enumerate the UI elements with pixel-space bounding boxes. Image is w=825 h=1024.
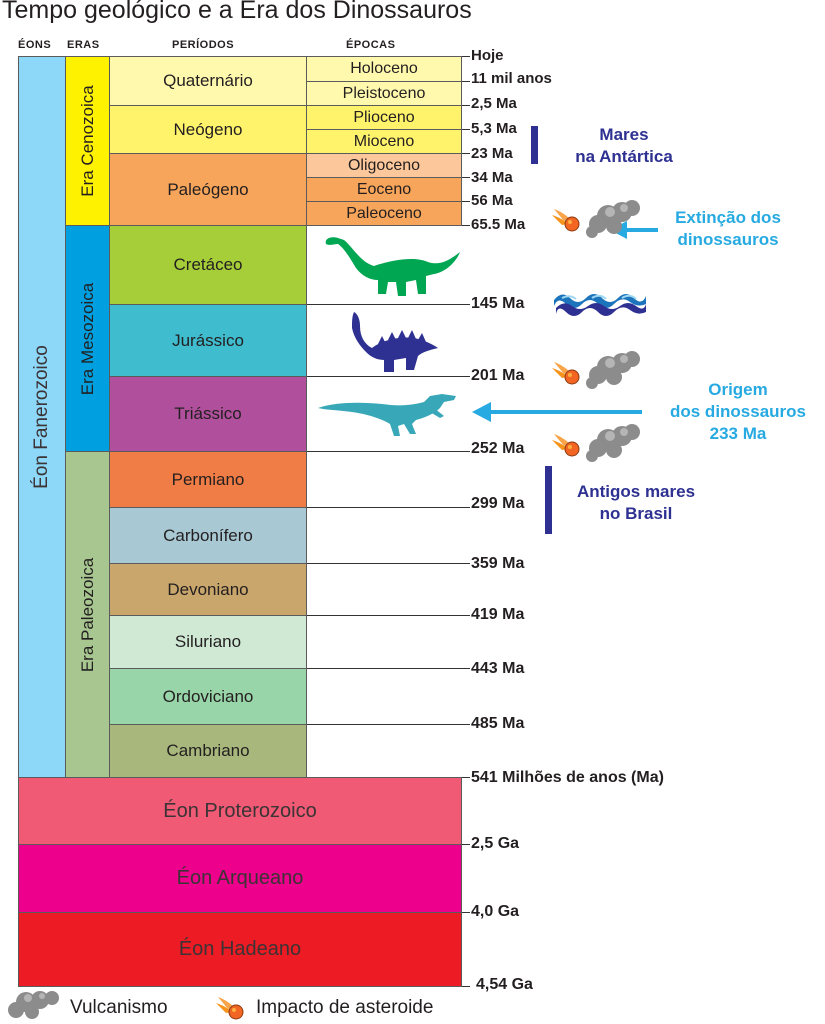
eon-phanerozoic: Éon Fanerozoico (18, 56, 66, 778)
era-paleozoic-label: Era Paleozoica (77, 557, 97, 672)
period-jurassic: Jurássico (109, 304, 307, 377)
time-4-54ga: 4,54 Ga (476, 976, 533, 993)
time-252: 252 Ma (471, 440, 525, 457)
eon-archean: Éon Arqueano (18, 844, 462, 913)
era-cenozoic-label: Era Cenozoica (77, 85, 97, 197)
legend-impact: Impacto de asteroide (256, 997, 434, 1018)
period-ordovician: Ordoviciano (109, 668, 307, 725)
time-443: 443 Ma (471, 660, 525, 677)
time-23: 23 Ma (471, 145, 513, 162)
time-today: Hoje (471, 47, 504, 64)
theropod-dinosaur (318, 394, 456, 436)
time-541: 541 Milhões de anos (Ma) (471, 769, 664, 786)
tick-4-54ga (462, 986, 470, 987)
era-cenozoic: Era Cenozoica (65, 56, 110, 226)
era-mesozoic: Era Mesozoica (65, 225, 110, 452)
period-devonian: Devoniano (109, 563, 307, 616)
origin-label: Origem dos dinossauros 233 Ma (669, 380, 807, 443)
origin-arrow-icon (472, 402, 642, 422)
time-145: 145 Ma (471, 295, 525, 312)
brazil-seas-bar (545, 466, 552, 534)
time-2-5: 2,5 Ma (471, 95, 517, 112)
header-eras: ERAS (67, 39, 100, 51)
antarctica-seas-label: Mares na Antártica (575, 125, 673, 166)
brazil-seas-label: Antigos mares no Brasil (576, 482, 696, 523)
time-2-5ga: 2,5 Ga (471, 835, 520, 852)
sea-waves-icon (554, 294, 646, 316)
epoch-holocene: Holoceno (306, 56, 462, 82)
period-quaternary: Quaternário (109, 56, 307, 106)
time-201: 201 Ma (471, 367, 525, 384)
antarctica-seas-bar (531, 126, 538, 164)
time-299: 299 Ma (471, 495, 525, 512)
time-56: 56 Ma (471, 192, 513, 209)
volcano-smoke-icon (586, 424, 640, 462)
epoch-paleocene: Paleoceno (306, 201, 462, 226)
time-4-0ga: 4,0 Ga (471, 903, 520, 920)
epoch-pleistocene: Pleistoceno (306, 81, 462, 106)
period-paleogene: Paleógeno (109, 153, 307, 226)
period-neogene: Neógeno (109, 105, 307, 154)
sauropod-dinosaur (325, 237, 460, 296)
eon-hadean: Éon Hadeano (18, 912, 462, 987)
asteroid-impact-icon (216, 997, 244, 1020)
eon-phanerozoic-label: Éon Fanerozoico (31, 345, 52, 489)
period-cambrian: Cambriano (109, 724, 307, 778)
tick-65 (462, 225, 470, 226)
tick-485 (307, 724, 470, 725)
time-34: 34 Ma (471, 169, 513, 186)
time-485: 485 Ma (471, 715, 525, 732)
era-paleozoic: Era Paleozoica (65, 451, 110, 778)
tick-2-5ga (462, 844, 470, 845)
period-permian: Permiano (109, 451, 307, 508)
time-65: 65.5 Ma (471, 216, 526, 233)
period-triassic: Triássico (109, 376, 307, 452)
epoch-oligocene: Oligoceno (306, 153, 462, 178)
era-mesozoic-label: Era Mesozoica (77, 282, 97, 395)
tick-4-0ga (462, 912, 470, 913)
asteroid-impact-icon (552, 209, 580, 232)
tick-541 (462, 777, 470, 778)
tick-2-5 (462, 105, 470, 106)
period-cretaceous: Cretáceo (109, 225, 307, 305)
asteroid-impact-icon (552, 362, 580, 385)
volcano-smoke-icon (8, 991, 59, 1019)
volcano-smoke-icon (586, 351, 640, 389)
header-epochs: ÉPOCAS (346, 39, 396, 51)
tick-443 (307, 668, 470, 669)
period-silurian: Siluriano (109, 615, 307, 669)
legend-volcanism: Vulcanismo (70, 997, 168, 1018)
tick-252 (307, 451, 470, 452)
time-11k: 11 mil anos (471, 70, 552, 87)
eon-proterozoic: Éon Proterozoico (18, 777, 462, 845)
tick-23 (462, 153, 470, 154)
epoch-miocene: Mioceno (306, 129, 462, 154)
period-carboniferous: Carbonífero (109, 507, 307, 564)
tick-419 (307, 615, 470, 616)
epoch-eocene: Eoceno (306, 177, 462, 202)
extinction-label: Extinção dos dinossauros (675, 208, 781, 249)
volcano-smoke-icon (586, 200, 640, 238)
time-419: 419 Ma (471, 606, 525, 623)
tick-today (462, 56, 470, 57)
tick-56 (462, 201, 470, 202)
tick-5-3 (462, 129, 470, 130)
tick-34 (462, 177, 470, 178)
tick-359 (307, 563, 470, 564)
asteroid-impact-icon (552, 434, 580, 457)
tick-145 (307, 304, 470, 305)
tick-11k (462, 81, 470, 82)
time-359: 359 Ma (471, 555, 525, 572)
header-eons: ÉONS (18, 39, 52, 51)
ankylosaur-dinosaur (352, 312, 438, 372)
header-periods: PERÍODOS (172, 39, 235, 51)
page-title: Tempo geológico e a Era dos Dinossauros (2, 0, 472, 24)
epoch-pliocene: Plioceno (306, 105, 462, 130)
time-5-3: 5,3 Ma (471, 120, 517, 137)
tick-201 (307, 376, 470, 377)
tick-299 (307, 507, 470, 508)
